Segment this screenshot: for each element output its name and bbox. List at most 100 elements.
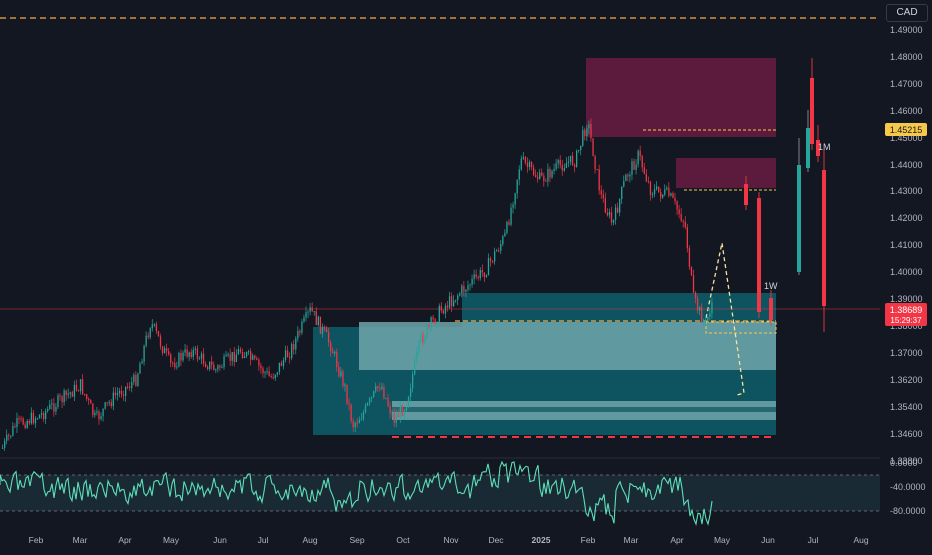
candle-body [284,350,287,360]
candle-body [256,358,258,360]
candle-body [547,168,549,182]
candle-body [53,403,55,412]
price-tick-label: 1.42000 [890,213,923,223]
candle-body [629,174,631,177]
candle-body [125,386,127,396]
candle-body [600,190,602,195]
candle-body [598,169,600,191]
candle-body [440,305,442,311]
candle-body [436,321,438,324]
price-tick-label: 1.39000 [890,294,923,304]
candle-body [356,422,358,424]
candle-body [248,351,250,353]
candle-body [680,213,682,221]
candle-body [649,181,652,196]
candle-body [98,411,100,420]
candle-body [379,388,381,390]
time-label: May [163,535,180,545]
candle-body [143,345,145,362]
candle-body [145,335,147,346]
candle-body [592,138,594,157]
candle-body [313,311,315,313]
candle-body [278,362,281,373]
candle-body [555,163,557,169]
price-axis: 1.49000 1.48000 1.47000 1.46000 1.45000 1.440… [890,25,923,466]
level-tag-box [885,123,927,136]
candle-body [319,316,322,335]
candle-body [305,312,307,318]
candle-body [122,394,125,396]
price-tick-label: 1.45000 [890,133,923,143]
candle-body [401,405,404,416]
candle-body [696,298,699,311]
candle-body [703,320,705,323]
candle-body [381,386,383,390]
candle-body [40,413,43,415]
candle-body [14,426,16,428]
candle-body [662,194,664,198]
candle-body [198,358,201,360]
candle-body [81,379,84,395]
currency-label[interactable]: CAD [886,4,928,22]
candle-body [260,365,262,369]
candle-body [442,310,445,314]
candle-body [491,261,494,263]
candle-body [399,405,401,418]
candle-body [163,348,166,354]
candle-body [221,367,223,369]
candle-body [405,407,408,411]
candle-body [580,145,582,150]
candle-body [571,155,574,165]
candle-body [276,372,278,375]
candle-body [133,375,135,383]
htf-candle-body [810,78,814,144]
candle-body [334,352,336,354]
candle-body [73,384,76,397]
candle-body [20,418,22,420]
candle-body [135,375,137,386]
candle-body [340,371,342,377]
candle-body [711,302,713,314]
candle-body [30,412,32,424]
candle-body [561,164,563,171]
candle-body [303,317,305,322]
candle-body [596,169,598,171]
candle-body [504,232,506,237]
candle-body [610,212,613,223]
candle-body [450,296,453,307]
candle-body [617,207,619,213]
candle-body [131,382,133,388]
candle-body [426,325,428,338]
candle-body [631,161,633,175]
candle-body [61,396,63,403]
time-label: Jul [258,535,269,545]
candle-body [422,334,424,343]
candle-body [26,421,28,428]
candle-body [666,187,668,190]
candle-body [471,278,473,285]
candle-body [213,364,215,371]
candle-body [215,369,217,371]
time-label: May [714,535,731,545]
candle-body [289,357,291,359]
candle-body [10,435,12,437]
candle-body [360,418,363,420]
candle-body [514,193,516,205]
candle-body [86,394,88,399]
candle-body [65,390,67,396]
candle-body [350,404,352,422]
candle-body [559,160,561,165]
candle-body [104,402,106,409]
candle-body [348,403,350,405]
candle-body [202,353,205,364]
candle-body [139,363,141,374]
candle-body [635,164,637,170]
candle-body [194,348,196,350]
candle-body [264,372,266,374]
price-tick-label: 1.41000 [890,240,923,250]
candle-body [465,289,467,292]
candle-body [639,150,641,157]
rsi-tick-label: -80.0000 [890,506,926,516]
